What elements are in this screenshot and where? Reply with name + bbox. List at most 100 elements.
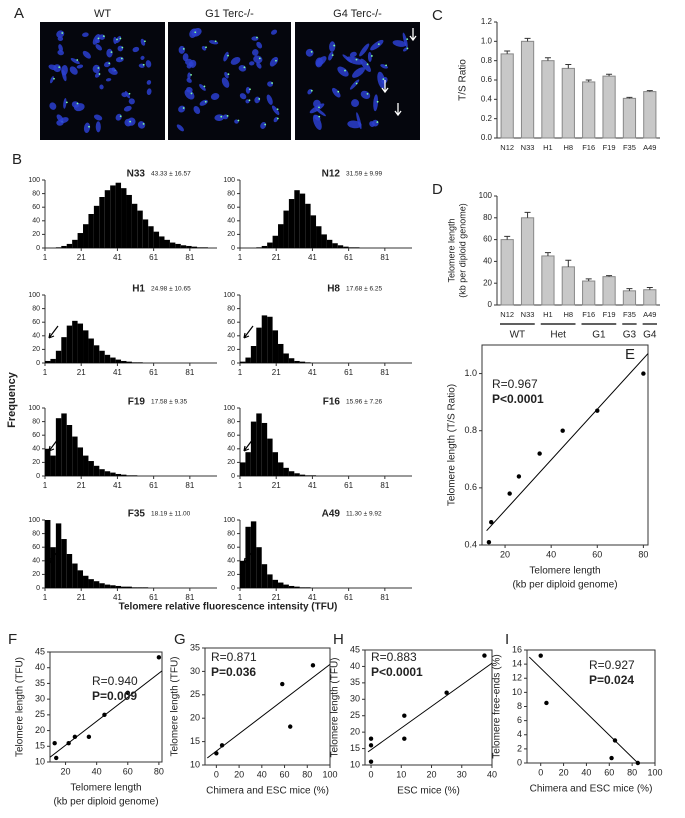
y-tick-label: 40 (32, 333, 40, 340)
y-tick-label: 100 (223, 177, 235, 184)
telomere-spot (264, 123, 267, 126)
histogram-bar (110, 585, 116, 588)
histogram-bar (175, 243, 181, 248)
y-tick-label: 80 (32, 530, 40, 537)
x-tick-label: 21 (77, 481, 86, 490)
annotation: P<0.0001 (371, 665, 423, 679)
panel-letter: B (12, 151, 22, 168)
data-point (544, 700, 549, 706)
telomere-spot (76, 102, 79, 105)
chromosome (58, 44, 63, 52)
chromosome (266, 94, 273, 105)
arrow (48, 325, 59, 339)
y-tick-label: 10 (350, 759, 360, 769)
bar (582, 81, 596, 139)
arrow (243, 325, 254, 339)
y-tick-label: 0.0 (481, 133, 493, 142)
telomere-spot (385, 64, 388, 67)
y-tick-label: 25 (350, 710, 360, 720)
chromosome (145, 60, 152, 68)
telomere-spot (204, 100, 207, 103)
chromosome (351, 99, 360, 107)
telomere-spot (110, 51, 113, 54)
histogram-bar (272, 579, 279, 588)
data-point (52, 740, 57, 746)
telomere-spot (275, 59, 277, 62)
histogram-bar (121, 188, 127, 248)
chromosome (315, 56, 327, 67)
y-tick-label: 100 (28, 405, 40, 412)
arrow (48, 438, 59, 452)
panel-letter: C (432, 7, 443, 24)
histogram-bar (93, 465, 100, 476)
y-tick-label: 4 (517, 729, 522, 739)
x-tick-label: 41 (308, 593, 317, 602)
telomere-spot (65, 101, 68, 104)
y-tick-label: 20 (35, 725, 45, 735)
annotation: R=0.927 (589, 658, 635, 672)
chromosome (63, 98, 67, 109)
y-tick-label: 100 (28, 177, 40, 184)
histogram-bar (245, 357, 251, 363)
y-tick-label: 10 (512, 687, 522, 697)
histogram-stats: 31.59 ± 9.99 (346, 171, 382, 178)
telomere-spot (142, 123, 145, 125)
x-tick-label: 61 (149, 368, 158, 377)
histogram-bar (343, 246, 349, 248)
histogram-bar (316, 226, 322, 248)
y-tick-label: 20 (32, 459, 40, 466)
data-point (444, 690, 449, 695)
y-tick-label: 30 (350, 694, 360, 704)
chromosome (189, 59, 197, 68)
telomere-spot (406, 38, 409, 41)
x-tick-label: 40 (487, 769, 497, 779)
telomere-spot (370, 55, 373, 57)
x-tick-label: F19 (603, 143, 616, 152)
data-point (125, 690, 130, 696)
y-tick-label: 25 (35, 709, 45, 719)
histogram-bar (45, 520, 51, 588)
x-tick-label: 1 (43, 253, 48, 262)
chromosome (360, 58, 371, 72)
arrow (381, 80, 389, 94)
histogram-bar (88, 579, 94, 588)
panel-letter: G (174, 631, 186, 648)
x-tick-label: 81 (185, 253, 194, 262)
histogram-bar (153, 231, 160, 248)
bar (541, 60, 555, 139)
y-tick-label: 0 (36, 245, 40, 252)
y-tick-label: 0.8 (464, 425, 477, 435)
x-axis-label: Chimera and ESC mice (%) (206, 786, 329, 797)
y-tick-label: 1.0 (481, 36, 493, 45)
histogram-bar (305, 203, 311, 248)
histogram-bar (256, 247, 262, 248)
y-tick-label: 20 (483, 278, 492, 287)
error-bar (565, 64, 572, 69)
telomere-spot (97, 37, 100, 40)
histogram-bar (261, 315, 268, 363)
histogram-stats: 18.19 ± 11.00 (151, 511, 191, 518)
data-point (482, 653, 487, 658)
y-tick-label: 20 (350, 727, 360, 737)
chromosome (113, 36, 117, 45)
y-tick-label: 8 (517, 701, 522, 711)
histogram-bar (72, 563, 78, 588)
chromosome (146, 88, 152, 96)
group-label: Het (550, 330, 566, 341)
y-tick-label: 14 (512, 659, 522, 669)
y-tick-label: 80 (227, 305, 235, 312)
telomere-spot (102, 35, 105, 38)
histogram-bar (93, 205, 100, 248)
error-bar (565, 259, 572, 267)
chromosome (57, 50, 64, 56)
histogram-title: A49 (322, 509, 341, 520)
x-tick-label: N33 (521, 310, 535, 319)
y-tick-label: 100 (223, 292, 235, 299)
y-tick-label: 0.2 (481, 114, 493, 123)
x-tick-label: 41 (113, 368, 122, 377)
fit-line (367, 662, 493, 753)
data-point (609, 755, 614, 761)
y-tick-label: 40 (35, 662, 45, 672)
y-tick-label: 20 (32, 346, 40, 353)
y-tick-label: 60 (32, 204, 40, 211)
